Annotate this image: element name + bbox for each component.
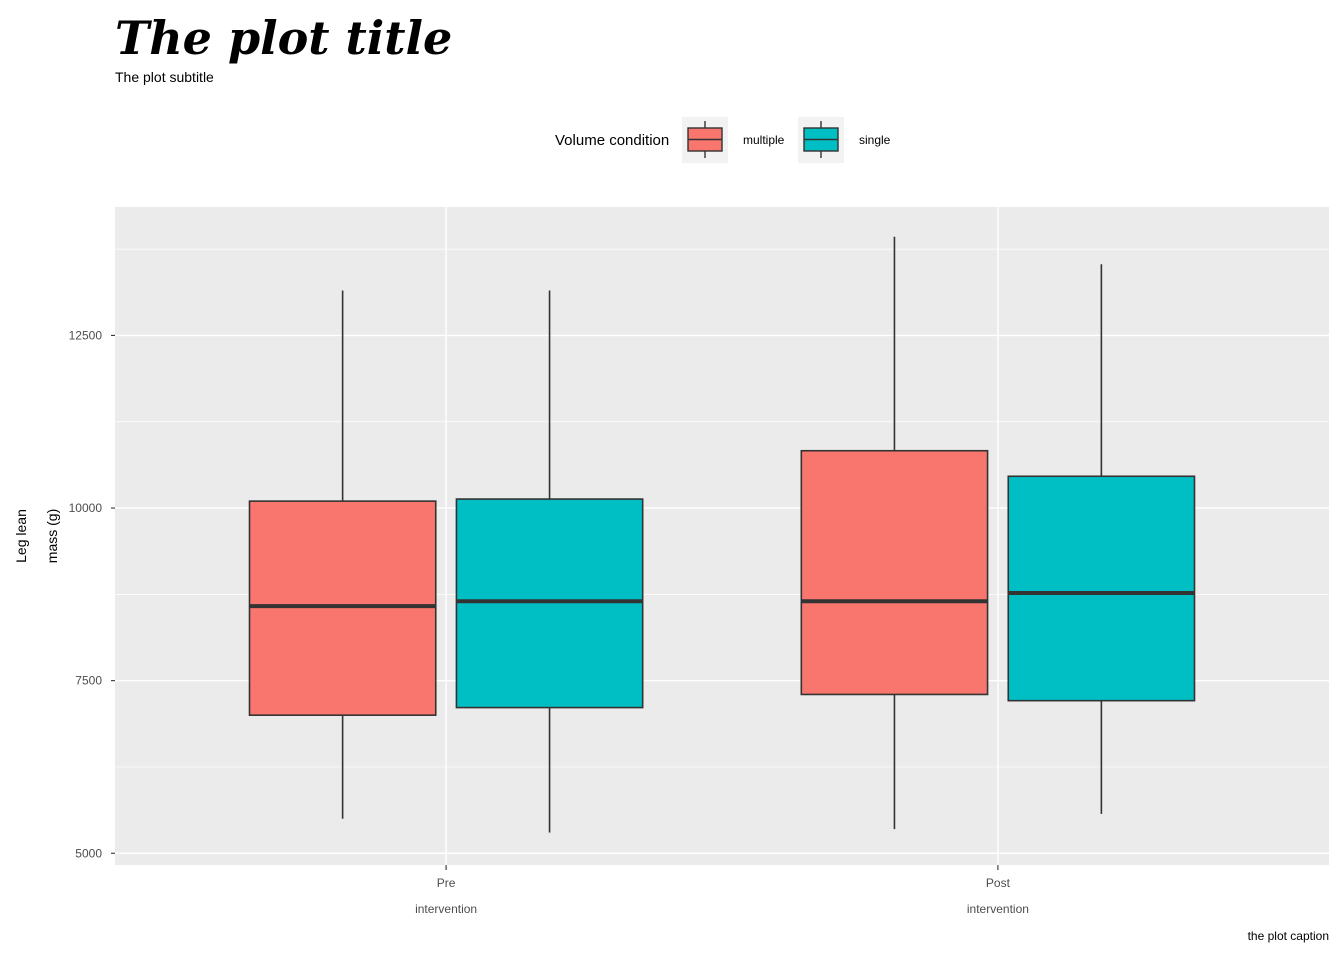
legend-item-multiple: multiple [682,117,785,163]
box-single-pre [455,290,644,833]
plot-subtitle: The plot subtitle [115,69,214,85]
legend-label: multiple [743,133,785,147]
x-tick-sublabel: intervention [415,902,477,916]
x-tick-sublabel: intervention [967,902,1029,916]
y-axis-title: Leg lean mass (g) [13,509,60,563]
box-single-post [1007,264,1196,814]
x-tick-label: Pre [437,876,456,890]
box-group [248,236,1196,833]
y-tick-label: 5000 [75,846,102,860]
box-body [248,500,437,716]
box-body [455,498,644,709]
box-multiple-post [800,236,989,830]
y-axis-title-line-2: mass (g) [44,509,60,563]
y-tick-label: 10000 [69,501,103,515]
y-tick-label: 7500 [75,674,102,688]
y-tick-label: 12500 [69,328,103,342]
plot-caption: the plot caption [1248,929,1329,943]
legend-item-single: single [798,117,891,163]
y-axis-title-line-1: Leg lean [13,509,29,563]
x-axis: Pre intervention Post intervention [415,865,1029,916]
legend-title: Volume condition [555,132,669,149]
box-multiple-pre [248,290,437,819]
legend-label: single [859,133,891,147]
legend: Volume condition multiple single [555,117,891,163]
box-body [800,449,989,696]
x-tick-label: Post [986,876,1011,890]
y-axis: 5000 7500 10000 12500 [69,328,115,860]
box-body [1007,475,1196,702]
plot-title: The plot title [115,11,452,65]
